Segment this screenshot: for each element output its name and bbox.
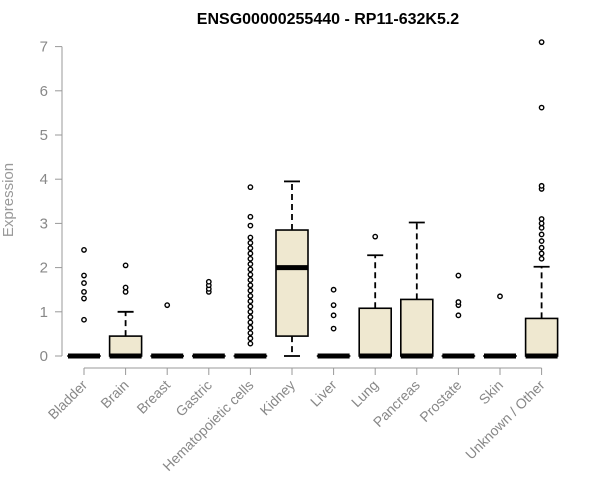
outlier-point [538,255,545,262]
box-liver [316,286,351,359]
outlier-point [247,308,254,315]
outlier-point [247,245,254,252]
box-gastric [192,278,226,359]
box-body [399,298,434,357]
outlier-point [247,335,254,342]
outlier-point [247,277,254,283]
outlier-point [122,284,129,291]
outlier-point [247,250,254,257]
outlier-point [205,278,212,285]
chart-title: ENSG00000255440 - RP11-632K5.2 [197,11,460,28]
outlier-point [330,312,337,319]
outlier-point [81,247,87,253]
y-tick-label: 7 [40,39,48,56]
outlier-point [497,293,503,300]
outlier-point [330,286,337,293]
outlier-point [247,298,254,305]
outlier-point [372,233,379,240]
box-unknown-other [524,39,559,359]
y-axis: 0 1 2 3 4 5 6 7 [40,39,63,365]
outlier-point [247,222,254,229]
box-hematopoietic-cells [233,184,268,359]
outlier-point [247,340,254,347]
y-tick-label: 2 [40,260,48,277]
outlier-point [247,282,254,289]
outlier-point [538,231,545,238]
outlier-point [247,234,254,241]
outlier-point [81,280,87,286]
box-prostate [441,272,476,359]
box-kidney [275,180,309,357]
outlier-point [247,292,254,299]
y-tick-label: 0 [40,348,48,365]
box-body [524,317,559,357]
outlier-point [247,255,254,262]
y-tick-label: 5 [40,127,48,144]
outlier-point [538,216,545,222]
outlier-point [538,182,545,189]
outlier-point [247,303,254,310]
box-series [67,39,559,359]
box-pancreas [399,221,434,359]
box-brain [108,262,143,359]
outlier-point [247,314,254,321]
y-tick-label: 6 [40,83,48,100]
outlier-point [247,184,254,191]
outlier-point [538,104,545,111]
outlier-point [247,324,254,331]
outlier-point [247,266,254,273]
outlier-point [330,302,337,309]
outlier-point [81,316,87,323]
outlier-point [247,261,254,267]
x-tick-label: Prostate [416,377,464,425]
outlier-point [538,250,545,257]
outlier-point [455,299,462,305]
box-body [275,229,309,337]
outlier-point [247,330,254,336]
outlier-point [122,262,129,269]
x-tick-label: Kidney [257,377,299,419]
outlier-point [455,312,462,319]
y-tick-label: 4 [40,171,48,188]
outlier-point [247,287,254,294]
box-lung [358,233,393,359]
y-tick-label: 3 [40,215,48,232]
box-body [108,335,143,357]
outlier-point [81,295,87,302]
box-breast [150,302,184,359]
x-tick-label: Bladder [45,377,91,423]
x-tick-label: Breast [133,377,173,417]
x-tick-label: Unknown / Other [462,377,548,463]
y-tick-label: 1 [40,304,48,321]
box-bladder [67,247,101,359]
box-skin [483,293,517,359]
outlier-point [164,302,171,309]
box-body [358,307,393,357]
outlier-point [538,238,545,244]
outlier-point [330,325,337,332]
outlier-point [247,271,254,278]
x-tick-label: Brain [97,377,131,411]
x-tick-label: Lung [348,377,381,410]
x-tick-label: Skin [476,377,507,408]
x-tick-label: Liver [307,377,340,410]
outlier-point [455,272,462,279]
outlier-point [81,272,87,279]
outlier-point [247,213,254,220]
y-axis-label: Expression [0,163,17,237]
outlier-point [247,239,254,246]
outlier-point [538,39,545,46]
outlier-point [247,319,254,326]
outlier-point [538,244,545,251]
outlier-point [81,289,87,295]
